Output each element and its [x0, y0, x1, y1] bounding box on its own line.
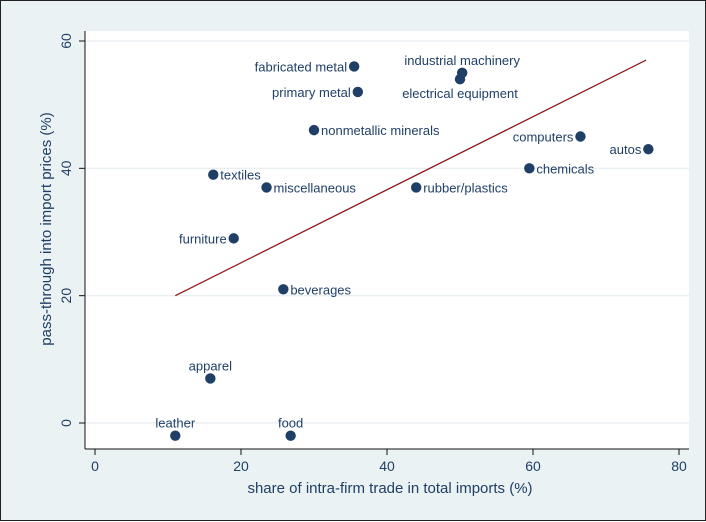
data-point: [524, 163, 535, 174]
point-label: electrical equipment: [402, 86, 518, 101]
point-label: food: [278, 416, 303, 431]
point-label: fabricated metal: [255, 59, 348, 74]
data-point: [285, 430, 296, 441]
point-label: leather: [155, 416, 195, 431]
point-label: miscellaneous: [274, 180, 357, 195]
x-tick-label: 60: [525, 458, 541, 474]
data-points: [170, 61, 654, 441]
y-axis-ticks: 0 20 40 60: [58, 33, 85, 427]
data-point: [352, 86, 363, 98]
data-point: [308, 124, 320, 136]
point-labels: fabricated metal industrial machinery elec…: [155, 53, 641, 431]
y-tick-label: 60: [58, 33, 74, 49]
y-axis-label: pass-through into import prices (%): [38, 112, 55, 345]
data-point: [261, 182, 272, 193]
y-tick-label: 40: [58, 160, 74, 176]
plot-area: [85, 31, 689, 449]
point-label: rubber/plastics: [423, 180, 508, 195]
point-label: computers: [513, 130, 574, 145]
gridlines: [85, 40, 689, 424]
data-point: [348, 61, 360, 72]
point-label: autos: [610, 142, 642, 157]
point-label: beverages: [290, 282, 351, 297]
x-tick-label: 20: [233, 458, 249, 474]
data-point: [278, 284, 289, 295]
x-axis-ticks: 0 20 40 60 80: [91, 449, 687, 474]
point-label: furniture: [179, 231, 227, 246]
y-tick-label: 20: [58, 288, 74, 304]
data-point: [411, 182, 422, 193]
x-tick-label: 40: [379, 458, 395, 474]
data-point: [228, 233, 239, 244]
point-label: apparel: [189, 358, 232, 373]
point-label: textiles: [220, 168, 261, 183]
x-axis-label: share of intra-firm trade in total impor…: [247, 480, 532, 497]
data-point: [575, 131, 586, 142]
data-point: [205, 373, 216, 384]
y-tick-label: 0: [58, 419, 74, 427]
point-label: industrial machinery: [404, 53, 520, 68]
point-label: nonmetallic minerals: [321, 123, 440, 138]
x-tick-label: 80: [671, 458, 687, 474]
data-point: [170, 430, 181, 441]
data-point: [643, 144, 654, 155]
fit-line: [175, 59, 647, 297]
point-label: chemicals: [536, 161, 594, 176]
point-label: primary metal: [272, 85, 351, 100]
data-point: [208, 169, 219, 180]
x-tick-label: 0: [91, 458, 99, 474]
data-point: [454, 74, 466, 85]
